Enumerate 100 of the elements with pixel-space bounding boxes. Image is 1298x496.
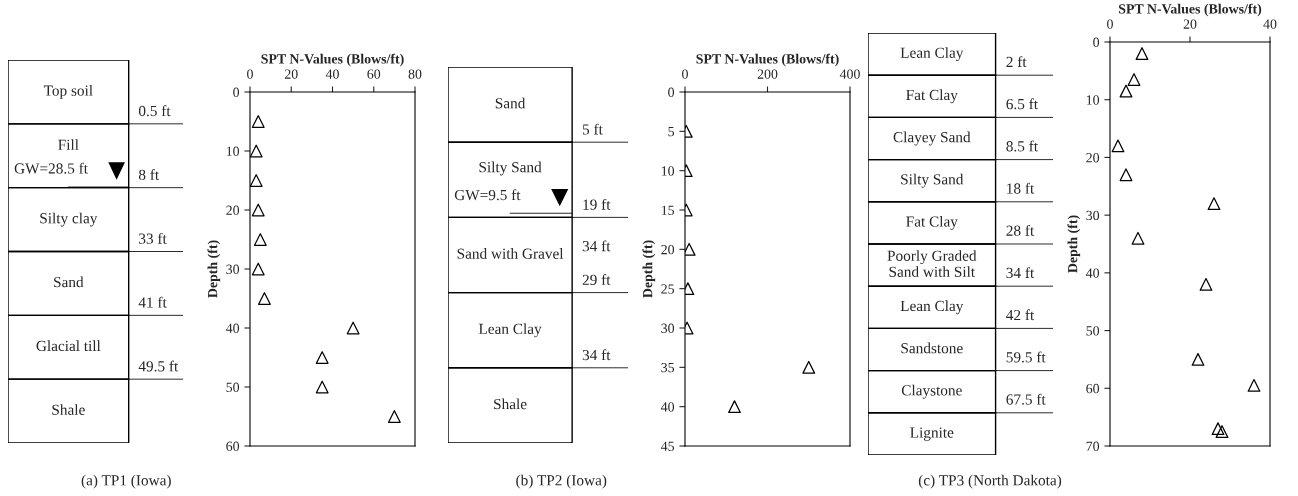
x-tick-label: 0 — [247, 69, 253, 79]
y-axis-title: Depth (ft) — [207, 240, 221, 298]
category-label: Sand — [54, 276, 84, 288]
point — [1191, 352, 1205, 366]
point — [1199, 277, 1213, 291]
text: 42 ft — [1006, 309, 1035, 321]
category-label: Silty Sand — [479, 161, 542, 176]
x-tick-label: 20 — [284, 69, 298, 79]
point — [1119, 84, 1133, 98]
point — [315, 351, 329, 364]
y-tick-label: 10 — [661, 166, 675, 176]
text: 29 ft — [582, 274, 611, 285]
point — [1207, 197, 1221, 211]
x-tick-label: 60 — [367, 69, 381, 79]
point — [250, 144, 263, 158]
point — [685, 282, 695, 296]
y-tick-label: 0 — [1093, 37, 1100, 47]
y-tick-label: 30 — [226, 264, 240, 274]
x-tick-label: 40 — [325, 69, 339, 79]
text: (b) TP2 (Iowa) — [516, 474, 607, 489]
point — [251, 115, 265, 128]
point — [1215, 425, 1229, 439]
x-axis-title: SPT N-Values (Blows/ft) — [261, 53, 404, 67]
y-tick-label: 30 — [1086, 210, 1100, 221]
y-tick-label: 20 — [1086, 153, 1100, 163]
y-tick-label: 10 — [226, 146, 240, 156]
category-label: Lignite — [910, 427, 954, 441]
point — [253, 233, 267, 246]
x-tick-label: 40 — [1263, 19, 1277, 29]
category-label: Silty clay — [40, 212, 98, 227]
point — [1211, 422, 1225, 436]
text: 67.5 ft — [1006, 393, 1046, 405]
x-tick-label: 400 — [839, 69, 860, 79]
category-label: Glacial till — [36, 340, 101, 352]
text: 0.5 ft — [138, 105, 171, 117]
point — [387, 410, 401, 423]
category-label: Sandstone — [901, 342, 963, 354]
point — [1135, 47, 1149, 60]
y-tick-label: 35 — [661, 362, 675, 373]
x-tick-label: 80 — [408, 69, 422, 79]
point — [1119, 168, 1133, 182]
category-label: Poorly Graded Sand with Silt — [887, 250, 977, 277]
category-label: Fat Clay — [906, 89, 958, 104]
text: GW=9.5 ft — [454, 189, 521, 201]
text: 33 ft — [139, 232, 167, 244]
text: (c) TP3 (North Dakota) — [918, 474, 1062, 489]
y-tick-label: 40 — [225, 323, 240, 333]
point — [258, 292, 271, 305]
text: 34 ft — [582, 349, 611, 361]
category-label: Lean Clay — [478, 323, 542, 338]
point — [685, 242, 696, 256]
y-tick-label: 10 — [1086, 95, 1100, 105]
x-tick-label: 200 — [757, 69, 778, 79]
y-tick-label: 40 — [660, 402, 675, 412]
category-label: Sand — [495, 97, 526, 109]
point — [250, 174, 263, 187]
text: 34 ft — [582, 240, 611, 252]
y-tick-label: 50 — [1086, 326, 1100, 336]
y-tick-label: 70 — [1086, 441, 1100, 451]
text: 49.5 ft — [138, 360, 179, 372]
text: 34 ft — [1006, 267, 1035, 279]
text: 5 ft — [582, 123, 603, 135]
category-label: Shale — [494, 398, 527, 410]
category-label: Lean Clay — [900, 300, 964, 315]
text: 28 ft — [1006, 224, 1035, 236]
text: 8.5 ft — [1006, 140, 1038, 152]
text: GW=28.5 ft — [14, 162, 88, 174]
x-axis-title: SPT N-Values (Blows/ft) — [696, 53, 839, 67]
text: (a) TP1 (Iowa) — [81, 474, 171, 489]
text: 41 ft — [138, 296, 167, 308]
x-tick-label: 0 — [682, 69, 688, 79]
text: 18 ft — [1007, 182, 1035, 194]
category-label: Shale — [52, 404, 85, 415]
category-label: Top soil — [43, 84, 93, 99]
y-tick-label: 30 — [661, 323, 675, 333]
y-axis-title: Depth (ft) — [1067, 215, 1081, 273]
y-tick-label: 0 — [668, 87, 675, 97]
y-tick-label: 0 — [233, 87, 240, 97]
category-label: Silty Sand — [901, 173, 964, 188]
y-tick-label: 45 — [660, 441, 675, 451]
text: 8 ft — [138, 169, 160, 180]
y-tick-label: 60 — [226, 441, 240, 451]
point — [1247, 378, 1261, 392]
x-axis-title: SPT N-Values (Blows/ft) — [1118, 3, 1262, 17]
y-tick-label: 20 — [226, 205, 240, 215]
y-tick-label: 25 — [661, 284, 675, 294]
y-tick-label: 5 — [668, 127, 675, 137]
y-tick-label: 15 — [661, 205, 675, 215]
category-label: Lean Clay — [900, 47, 964, 62]
category-label: Fill — [58, 139, 79, 150]
point — [251, 262, 265, 276]
category-label: Clayey Sand — [893, 131, 971, 146]
y-tick-label: 40 — [1085, 268, 1100, 278]
text: 59.5 ft — [1006, 351, 1046, 363]
point — [346, 321, 360, 335]
point — [251, 203, 265, 217]
category-label: Fat Clay — [906, 215, 958, 230]
y-tick-label: 20 — [661, 244, 675, 255]
y-tick-label: 60 — [1086, 383, 1100, 394]
text: 6.5 ft — [1006, 98, 1038, 110]
